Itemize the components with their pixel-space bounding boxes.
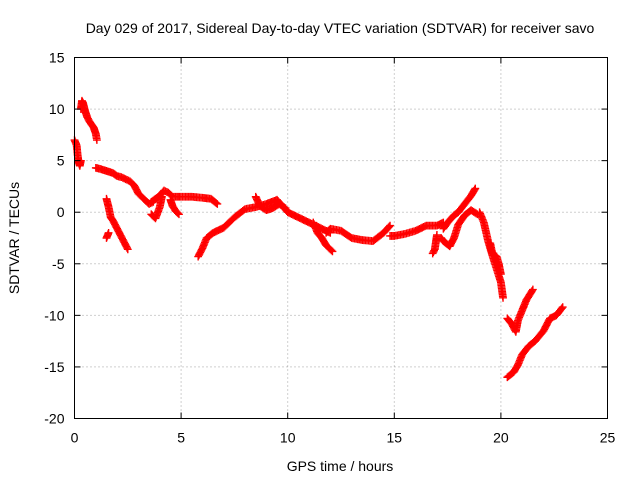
y-tick-label: -20 — [44, 411, 64, 427]
grid — [74, 57, 608, 419]
data-point — [281, 204, 290, 212]
data-point — [175, 210, 183, 219]
y-tick-label: -10 — [44, 307, 64, 323]
axes: 0 5 10 15 20 25 -20 -15 -10 -5 0 5 10 15 — [44, 50, 615, 446]
y-tick-label: -5 — [52, 256, 65, 272]
plot-frame — [74, 57, 608, 419]
data-point — [449, 235, 458, 244]
y-tick-label: -15 — [44, 359, 64, 375]
y-tick-label: 15 — [49, 50, 65, 66]
x-tick-label: 15 — [387, 430, 403, 446]
data-point — [327, 246, 336, 255]
y-tick-label: 5 — [57, 153, 65, 169]
data-point — [123, 245, 132, 254]
chart-title: Day 029 of 2017, Sidereal Day-to-day VTE… — [86, 20, 595, 36]
data-point — [104, 228, 113, 237]
data-point — [471, 184, 480, 193]
data-point — [212, 199, 221, 208]
x-tick-label: 10 — [280, 430, 296, 446]
data-point — [328, 247, 337, 256]
data-point — [213, 200, 222, 208]
data-point — [470, 185, 479, 194]
data-point — [123, 244, 131, 252]
data-point — [386, 221, 394, 230]
data-point — [280, 203, 289, 212]
data-point — [433, 231, 441, 239]
data-points — [70, 96, 567, 382]
data-point — [158, 192, 166, 201]
data-point — [174, 209, 182, 218]
y-axis-label: SDTVAR / TECUs — [6, 182, 22, 294]
y-tick-label: 10 — [49, 101, 65, 117]
data-point — [497, 270, 505, 278]
data-point — [528, 285, 537, 294]
data-point — [385, 222, 394, 231]
data-point — [557, 304, 566, 313]
x-tick-label: 0 — [71, 430, 79, 446]
x-tick-label: 5 — [177, 430, 185, 446]
data-point — [499, 293, 507, 302]
data-point — [528, 286, 536, 295]
data-point — [197, 245, 206, 254]
data-point — [558, 303, 567, 312]
y-tick-label: 0 — [57, 204, 65, 220]
x-axis-label: GPS time / hours — [287, 458, 394, 474]
data-point — [92, 136, 101, 144]
x-tick-label: 25 — [600, 430, 616, 446]
x-tick-label: 20 — [493, 430, 509, 446]
